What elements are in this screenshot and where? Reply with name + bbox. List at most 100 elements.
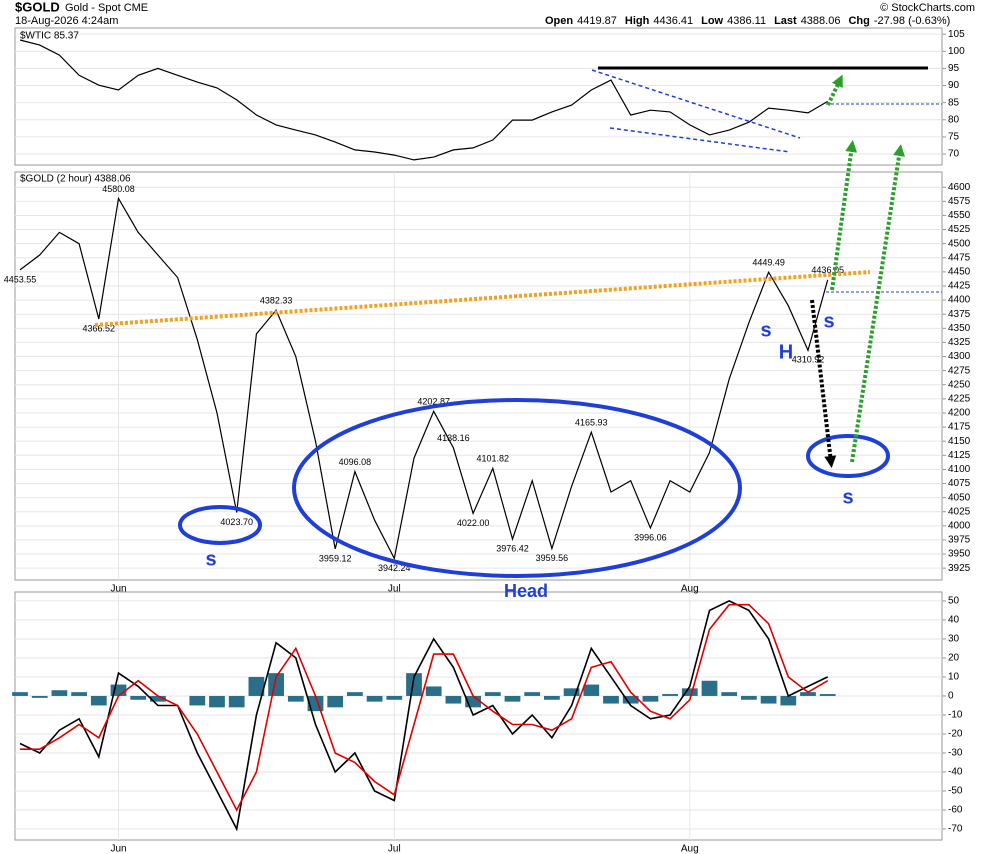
histogram-bar xyxy=(209,695,225,708)
trend-line xyxy=(591,69,801,139)
y-tick-label: 4550 xyxy=(948,210,971,221)
symbol: $GOLD xyxy=(15,0,60,14)
value-label: 4165.93 xyxy=(575,418,608,428)
histogram-bar xyxy=(800,692,816,696)
y-tick-label: 4100 xyxy=(948,464,971,475)
y-tick-label: -60 xyxy=(948,805,963,816)
series-line xyxy=(19,600,829,832)
value-label: 4310.92 xyxy=(792,355,825,365)
y-tick-label: 4525 xyxy=(948,224,971,235)
panel-label: $GOLD (2 hour) 4388.06 xyxy=(20,174,131,185)
histogram-bar xyxy=(150,695,166,702)
histogram-bar xyxy=(484,692,501,696)
histogram-bar xyxy=(12,692,28,696)
histogram-bar xyxy=(583,684,600,696)
y-tick-label: 4150 xyxy=(948,436,971,447)
y-tick-label: -20 xyxy=(948,729,963,740)
quote-label: Chg xyxy=(848,15,869,27)
histogram-bar xyxy=(228,695,245,708)
histogram-bar xyxy=(31,695,48,698)
value-label: 3996.06 xyxy=(634,532,667,542)
histogram-bar xyxy=(465,695,481,708)
y-tick-label: 4600 xyxy=(948,182,971,193)
annotation: H xyxy=(779,341,793,363)
histogram-bar xyxy=(130,695,147,700)
value-label: 4202.87 xyxy=(417,397,450,407)
value-label: 4022.00 xyxy=(457,518,490,528)
quote: Open 4419.87 High 4436.41 Low 4386.11 Last 4388… xyxy=(545,15,950,27)
value-label: 4382.33 xyxy=(260,295,293,305)
arrow xyxy=(810,299,837,468)
quote-label: Low xyxy=(701,15,723,27)
annotation: s xyxy=(842,486,853,508)
histogram-bar xyxy=(366,695,383,702)
quote-value: 4419.87 xyxy=(577,15,617,27)
y-tick-label: 4450 xyxy=(948,267,971,278)
histogram-bar xyxy=(544,695,560,700)
x-tick-label: Jul xyxy=(388,584,401,595)
series-line xyxy=(19,196,829,561)
y-tick-label: 105 xyxy=(948,29,965,40)
histogram-bar xyxy=(504,695,521,702)
quote-value: 4386.11 xyxy=(727,15,766,27)
y-tick-label: 4050 xyxy=(948,492,971,503)
value-label: 4436.05 xyxy=(811,265,844,275)
annotation: s xyxy=(760,319,771,341)
y-tick-label: 4225 xyxy=(948,393,971,404)
panel-frame xyxy=(14,591,943,841)
y-tick-label: 4325 xyxy=(948,337,971,348)
x-tick-label: Aug xyxy=(681,584,699,595)
histogram-bar xyxy=(819,694,836,696)
histogram-bar xyxy=(347,692,363,696)
y-tick-label: -10 xyxy=(948,710,963,721)
y-tick-label: 4475 xyxy=(948,252,971,263)
y-tick-label: 4025 xyxy=(948,506,971,517)
histogram-bar xyxy=(248,676,265,696)
histogram-bar xyxy=(90,695,107,706)
y-tick-label: 85 xyxy=(948,97,960,108)
ellipse xyxy=(806,434,890,478)
x-tick-label: Jul xyxy=(388,844,401,854)
histogram-bar xyxy=(741,695,757,700)
value-label: 4453.55 xyxy=(4,274,37,284)
y-tick-label: -30 xyxy=(948,748,963,759)
histogram-bar xyxy=(701,680,718,696)
histogram-bar xyxy=(51,690,68,696)
y-tick-label: -40 xyxy=(948,767,963,778)
y-tick-label: 3925 xyxy=(948,563,971,574)
instrument: Gold - Spot CME xyxy=(65,2,148,14)
histogram-bar xyxy=(327,695,344,708)
histogram-bar xyxy=(406,673,422,696)
value-label: 4580.08 xyxy=(102,184,135,194)
y-tick-label: 4575 xyxy=(948,196,971,207)
y-tick-label: 4500 xyxy=(948,238,971,249)
annotation: s xyxy=(823,310,834,332)
arrow xyxy=(826,74,843,106)
y-tick-label: 20 xyxy=(948,653,960,664)
value-label: 3959.56 xyxy=(536,553,569,563)
histogram-bar xyxy=(760,695,777,704)
y-tick-label: 100 xyxy=(948,46,965,57)
y-tick-label: 3975 xyxy=(948,535,971,546)
value-label: 4449.49 xyxy=(752,258,785,268)
value-label: 3942.24 xyxy=(378,563,411,573)
y-tick-label: 3950 xyxy=(948,549,971,560)
value-label: 4138.16 xyxy=(437,433,470,443)
y-tick-label: 0 xyxy=(948,691,954,702)
panels xyxy=(14,27,943,841)
annotation: Head xyxy=(504,581,548,601)
y-tick-label: 4075 xyxy=(948,478,971,489)
quote-value: -27.98 (-0.63%) xyxy=(874,15,950,27)
histogram-bar xyxy=(110,684,127,696)
y-tick-label: 4175 xyxy=(948,422,971,433)
quote-value: 4436.41 xyxy=(653,15,693,27)
x-tick-label: Jun xyxy=(110,584,126,595)
arrow xyxy=(850,144,906,463)
marks: 7075808590951001053925395039754000402540… xyxy=(4,29,971,854)
y-tick-label: 80 xyxy=(948,114,960,125)
quote-label: Last xyxy=(774,15,797,27)
x-tick-label: Jun xyxy=(110,844,126,854)
value-label: 4096.08 xyxy=(339,457,372,467)
value-label: 4101.82 xyxy=(477,454,510,464)
